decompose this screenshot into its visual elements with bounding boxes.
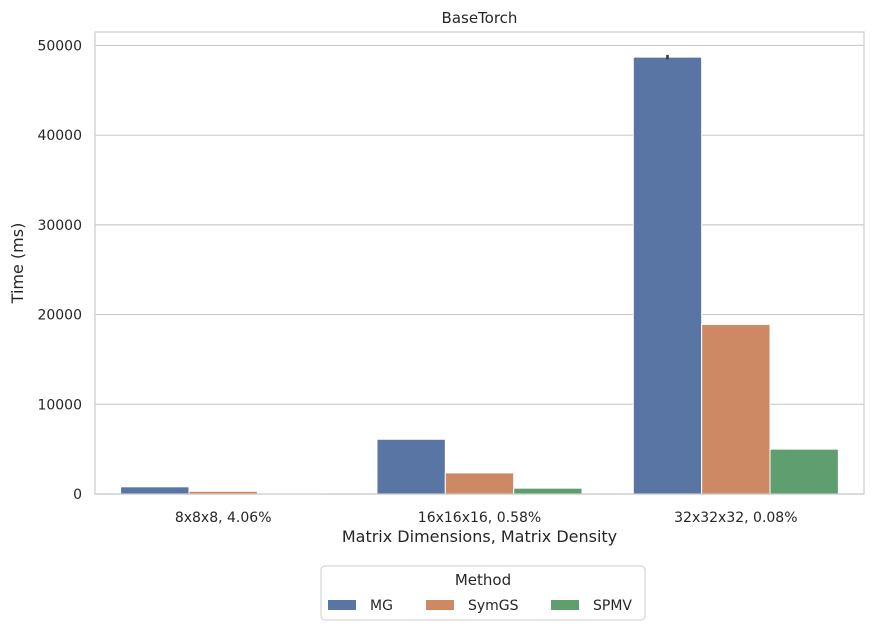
y-tick-label: 20000 (37, 308, 82, 324)
plot-frame (94, 31, 865, 495)
bar-symgs-2 (701, 323, 771, 495)
bar-mg-2 (632, 56, 703, 495)
y-tick-label: 0 (73, 487, 82, 503)
bar-mg-0 (120, 486, 190, 495)
bar-mg-1 (376, 438, 446, 495)
legend-swatch-symgs (426, 600, 454, 610)
legend-label-spmv: SPMV (593, 598, 632, 614)
chart-title: BaseTorch (442, 9, 518, 27)
bar-spmv-2 (769, 448, 839, 495)
legend-title: Method (455, 571, 511, 589)
y-tick-label: 10000 (37, 397, 82, 413)
legend-items: MG SymGS SPMV (328, 598, 632, 614)
bars (120, 54, 839, 495)
y-tick-label: 40000 (37, 128, 82, 144)
y-axis-label: Time (ms) (8, 223, 27, 305)
legend-label-symgs: SymGS (468, 598, 519, 614)
bar-spmv-1 (513, 487, 583, 495)
legend-swatch-spmv (551, 600, 579, 610)
y-tick-labels: 0 10000 20000 30000 40000 50000 (37, 38, 82, 503)
legend-swatch-mg (328, 600, 356, 610)
legend: Method MG SymGS SPMV (320, 565, 646, 621)
x-tick-labels: 8x8x8, 4.06% 16x16x16, 0.58% 32x32x32, 0.0… (175, 510, 798, 526)
legend-label-mg: MG (370, 598, 393, 614)
y-tick-label: 50000 (37, 38, 82, 54)
y-tick-label: 30000 (37, 218, 82, 234)
x-axis-label: Matrix Dimensions, Matrix Density (342, 527, 617, 546)
x-tick-label: 8x8x8, 4.06% (175, 510, 272, 526)
x-tick-label: 32x32x32, 0.08% (674, 510, 797, 526)
bar-symgs-1 (444, 472, 515, 495)
x-tick-label: 16x16x16, 0.58% (418, 510, 541, 526)
